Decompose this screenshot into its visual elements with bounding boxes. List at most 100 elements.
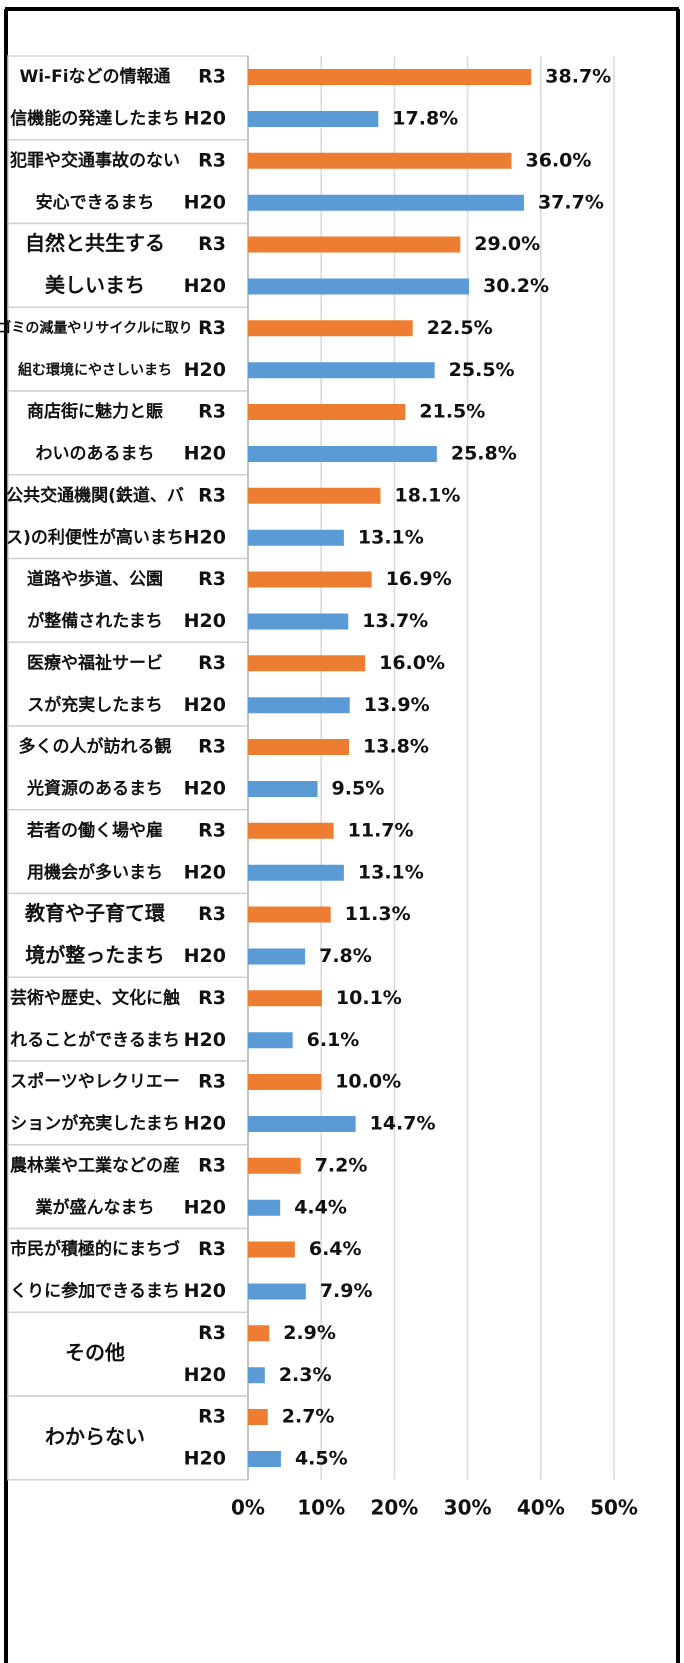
series-label: R3: [198, 401, 226, 423]
category-label: 用機会が多いまち: [27, 862, 163, 883]
bar: [248, 362, 435, 379]
series-label: R3: [198, 1238, 226, 1260]
value-label: 10.0%: [335, 1071, 401, 1093]
category-label: れることができるまち: [10, 1029, 180, 1050]
bar: [248, 1283, 306, 1300]
category-label: 道路や歩道、公園: [27, 569, 163, 590]
series-label: R3: [198, 1071, 226, 1093]
bar: [248, 1032, 293, 1049]
category-label: 農林業や工業などの産: [10, 1155, 180, 1176]
category-cell: [7, 557, 249, 643]
category-cell: [7, 1311, 249, 1397]
value-label: 11.3%: [345, 903, 411, 925]
bar: [248, 697, 350, 714]
bar: [248, 111, 379, 127]
category-label: 若者の働く場や雇: [26, 820, 163, 841]
category-label: 信機能の発達したまち: [10, 108, 180, 129]
category-label: 自然と共生する: [25, 231, 165, 255]
value-label: 16.9%: [386, 568, 452, 590]
category-label: Wi-Fiなどの情報通: [19, 66, 170, 87]
bar: [248, 864, 344, 881]
category-cell: [7, 1227, 249, 1313]
x-tick-label: 30%: [444, 1495, 492, 1519]
category-label: スが充実したまち: [27, 694, 163, 715]
series-label: H20: [184, 778, 226, 800]
category-cell: [7, 1144, 249, 1230]
bar: [248, 1157, 301, 1174]
value-label: 25.8%: [451, 443, 517, 465]
category-label: 医療や福祉サービ: [27, 652, 163, 673]
bar: [248, 152, 512, 169]
x-tick-label: 10%: [297, 1495, 345, 1519]
category-cell: [7, 641, 249, 727]
series-label: H20: [184, 1113, 226, 1135]
category-label: ゴミの減量やリサイクルに取り: [0, 319, 193, 336]
category-label: ションが充実したまち: [10, 1113, 180, 1134]
bar: [248, 446, 437, 462]
x-tick-label: 20%: [370, 1495, 418, 1519]
series-label: H20: [184, 443, 226, 465]
category-label: 犯罪や交通事故のない: [9, 150, 180, 171]
series-label: H20: [184, 861, 226, 883]
series-label: H20: [184, 1364, 226, 1386]
series-label: H20: [184, 1448, 226, 1470]
bar: [248, 822, 334, 839]
bar: [248, 990, 322, 1007]
value-label: 7.9%: [320, 1280, 373, 1302]
value-label: 13.8%: [363, 736, 429, 758]
value-label: 38.7%: [545, 66, 611, 88]
bar: [248, 1116, 356, 1132]
value-label: 16.0%: [379, 652, 445, 674]
series-label: R3: [198, 484, 226, 506]
bar: [248, 320, 413, 337]
value-label: 13.1%: [358, 526, 424, 548]
bar: [248, 1325, 270, 1342]
value-label: 36.0%: [526, 149, 592, 171]
bar: [248, 571, 372, 588]
series-label: R3: [198, 736, 226, 758]
series-label: H20: [184, 1280, 226, 1302]
value-label: 2.9%: [283, 1322, 336, 1344]
value-label: 13.1%: [358, 861, 424, 883]
category-label: スポーツやレクリエー: [10, 1071, 180, 1092]
value-label: 6.1%: [307, 1029, 360, 1051]
value-label: 2.3%: [279, 1364, 332, 1386]
category-label: 組む環境にやさしいまち: [18, 361, 172, 378]
series-label: H20: [184, 191, 226, 213]
value-label: 4.4%: [294, 1196, 347, 1218]
series-label: R3: [198, 149, 226, 171]
series-label: H20: [184, 610, 226, 632]
bar: [248, 906, 331, 923]
bar: [248, 739, 350, 755]
series-label: H20: [184, 945, 226, 967]
category-label: 境が整ったまち: [25, 943, 164, 967]
value-label: 13.9%: [364, 694, 430, 716]
category-cell: [7, 976, 249, 1062]
x-tick-label: 50%: [590, 1495, 638, 1519]
bar: [248, 69, 532, 85]
bar: [248, 236, 461, 253]
category-label: 公共交通機関(鉄道、バ: [6, 485, 184, 506]
bar: [248, 1367, 265, 1384]
series-label: H20: [184, 275, 226, 297]
bar: [248, 613, 349, 630]
category-cell: [7, 725, 249, 811]
value-label: 30.2%: [483, 275, 549, 297]
bar: [248, 1199, 281, 1216]
category-label: 多くの人が訪れる観: [19, 736, 172, 757]
category-cell: [7, 55, 249, 141]
category-label: 教育や子育て環: [25, 901, 166, 925]
x-tick-label: 40%: [517, 1495, 565, 1519]
series-label: R3: [198, 1154, 226, 1176]
value-label: 10.1%: [336, 987, 402, 1009]
series-label: H20: [184, 1196, 226, 1218]
series-label: R3: [198, 903, 226, 925]
series-label: R3: [198, 1322, 226, 1344]
category-label: 業が盛んなまち: [36, 1197, 155, 1218]
value-label: 22.5%: [427, 317, 493, 339]
value-label: 21.5%: [419, 401, 485, 423]
value-label: 4.5%: [295, 1448, 348, 1470]
category-label: 商店街に魅力と賑: [27, 401, 163, 422]
category-label: 芸術や歴史、文化に触: [10, 987, 180, 1008]
value-label: 37.7%: [538, 191, 604, 213]
